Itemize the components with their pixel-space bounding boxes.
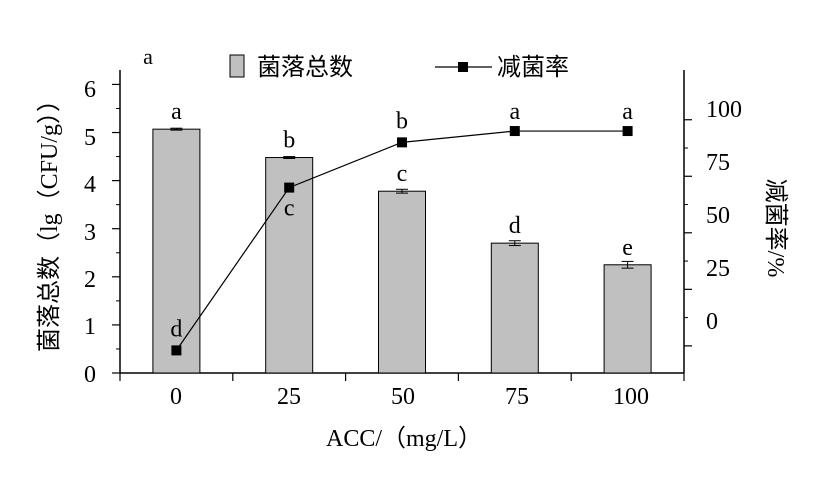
bar: [603, 264, 652, 374]
y2-tick-label: 75: [706, 150, 730, 176]
y-tick-label: 2: [84, 267, 96, 293]
x-axis: 0 25 50 75 100 ACC/（mg/L）: [170, 384, 649, 452]
bar: [152, 128, 201, 374]
y2-tick-label: 25: [706, 256, 730, 282]
y-axis-right: 0 25 50 75 100 减菌率/%: [706, 97, 789, 335]
bar: [490, 242, 539, 374]
legend: 菌落总数 减菌率: [229, 54, 569, 81]
legend-line-marker: [458, 62, 468, 72]
line-significance-label: c: [284, 196, 295, 222]
panel-label: a: [143, 44, 153, 69]
line-significance-label: b: [396, 108, 408, 134]
bar-significance-label: e: [622, 235, 633, 261]
y2-tick-label: 50: [706, 203, 730, 229]
x-axis-title: ACC/（mg/L）: [326, 426, 482, 452]
x-tick-label: 100: [613, 384, 649, 410]
line-point: [509, 126, 520, 137]
x-tick-label: 25: [277, 384, 301, 410]
bar-significance-label: d: [509, 213, 521, 239]
y-axis-title: 菌落总数（lg（CFU/g））: [36, 88, 63, 352]
legend-line-label: 减菌率: [497, 54, 569, 81]
plot-area: a b c d e d c b a a: [112, 70, 692, 381]
y-tick-label: 5: [84, 125, 96, 151]
x-tick-label: 0: [170, 384, 182, 410]
line-significance-label: d: [170, 316, 182, 342]
bar-significance-label: c: [397, 161, 408, 187]
y-tick-label: 1: [84, 314, 96, 340]
legend-bar-swatch: [229, 54, 245, 78]
bar-significance-label: b: [283, 128, 295, 154]
line-significance-label: a: [622, 99, 633, 125]
y-tick-label: 4: [84, 172, 96, 198]
x-tick-label: 50: [391, 384, 415, 410]
x-tick-label: 75: [505, 384, 529, 410]
y-tick-label: 0: [84, 362, 96, 388]
line-significance-label: a: [509, 99, 520, 125]
y2-tick-label: 100: [706, 97, 742, 123]
legend-bar-label: 菌落总数: [257, 54, 353, 81]
line-point: [397, 137, 407, 148]
line-point: [171, 345, 182, 356]
line-point: [622, 126, 633, 137]
bar: [265, 157, 314, 374]
bar-significance-label: a: [171, 99, 182, 125]
y-axis-left: 0 1 2 3 4 5 6 菌落总数（lg（CFU/g））: [36, 77, 96, 388]
y-tick-label: 3: [84, 220, 96, 246]
y2-axis-title: 减菌率/%: [762, 179, 789, 278]
bar: [378, 190, 426, 374]
y-tick-label: 6: [84, 77, 96, 103]
y2-tick-label: 0: [706, 309, 718, 335]
line-point: [284, 182, 295, 193]
